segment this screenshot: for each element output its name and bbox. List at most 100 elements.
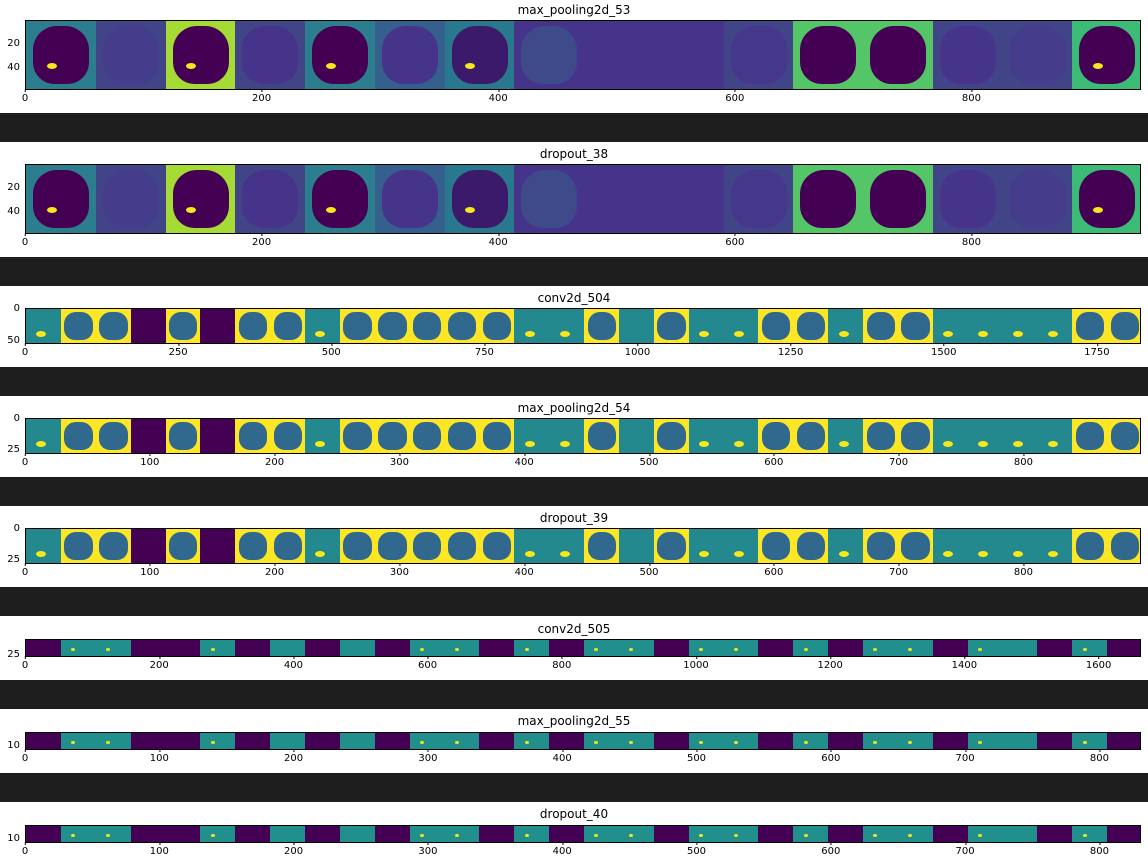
feature-map-tile [305,309,341,343]
tile-highlight-spot [1047,550,1058,557]
tile-blob [273,421,302,451]
feature-map-image [25,528,1141,564]
tile-blob [761,421,791,451]
tile-blob [1009,170,1066,228]
feature-map-tile [305,165,376,233]
tile-blob [172,170,229,228]
tile-highlight-spot [325,207,336,213]
tile-highlight-spot [71,648,76,652]
feature-map-tile [1037,419,1073,453]
feature-map-tile [374,733,411,749]
feature-map-tile [584,21,655,89]
feature-map-tile [897,529,934,563]
tile-highlight-spot [1047,440,1058,447]
feature-map-tile [1072,733,1108,749]
feature-map-tile [653,419,690,453]
plot-title: dropout_39 [539,511,609,525]
feature-map-tile [374,826,411,842]
feature-map-tile [270,419,306,453]
tile-highlight-spot [420,648,425,652]
x-tick-label: 750 [474,343,494,358]
tile-blob [591,26,648,84]
tile-blob [870,26,927,84]
feature-map-tile [967,419,1003,453]
tile-highlight-spot [559,550,570,557]
y-tick-label: 40 [7,206,20,217]
tile-blob [413,531,442,561]
feature-map-tile [479,309,515,343]
feature-map-tile [95,640,132,656]
feature-map-tile [514,640,550,656]
tile-highlight-spot [699,550,710,557]
tile-highlight-spot [699,648,704,652]
feature-map-tile [584,419,620,453]
feature-map-tile [793,733,829,749]
feature-map-image [25,732,1141,750]
tile-highlight-spot [524,741,529,745]
feature-map-tile [95,419,132,453]
feature-map-image [25,639,1141,657]
tile-highlight-spot [71,834,76,838]
tile-highlight-spot [594,834,599,838]
tile-blob [939,170,996,228]
feature-map-tile [1107,733,1140,749]
tile-blob [901,311,930,341]
x-tick-label: 0 [21,233,29,248]
feature-map-tile [723,165,794,233]
feature-map-tile [200,826,236,842]
tile-blob [587,421,616,451]
tile-highlight-spot [454,648,459,652]
feature-map-tile [130,826,166,842]
feature-map-tile [932,165,1003,233]
feature-map-tile [444,21,515,89]
feature-map-tile [130,733,166,749]
tile-blob [1075,421,1105,451]
y-tick-label: 0 [13,303,20,314]
tile-blob [796,421,826,451]
x-tick-label: 600 [725,89,745,104]
tile-blob [238,421,268,451]
tile-blob [482,421,512,451]
feature-map-tile [758,419,794,453]
feature-map-tile [479,733,515,749]
x-tick-label: 700 [955,842,975,857]
tile-blob [134,421,163,451]
y-tick-label: 20 [7,182,20,193]
tile-highlight-spot [210,834,215,838]
feature-map-tile [444,733,480,749]
feature-map-tile [723,529,759,563]
feature-map-tile [967,529,1003,563]
feature-map-tile [374,419,411,453]
feature-map-tile [26,733,62,749]
feature-map-tile [863,826,899,842]
tile-blob [939,26,996,84]
x-tick-label: 800 [552,656,572,671]
feature-map-tile [409,826,445,842]
x-tick-label: 1400 [951,656,978,671]
feature-map-tile [130,529,166,563]
feature-map-tile [897,733,934,749]
x-tick-label: 0 [21,453,29,468]
tile-highlight-spot [559,330,570,337]
feature-map-tile [1107,419,1140,453]
tile-blob [273,531,302,561]
feature-map-tile [688,419,724,453]
tile-blob [343,311,372,341]
feature-map-tile [1037,826,1073,842]
feature-map-tile [932,529,969,563]
feature-map-tile [95,21,166,89]
feature-map-tile [828,529,864,563]
feature-map-tile [618,419,655,453]
tile-blob [730,26,787,84]
tile-highlight-spot [943,550,954,557]
tile-highlight-spot [838,330,849,337]
feature-map-tile [932,309,969,343]
tile-blob [64,311,93,341]
tile-blob [1075,531,1105,561]
x-tick-label: 800 [961,233,981,248]
tile-blob [238,531,268,561]
feature-map-tile [549,826,585,842]
feature-map-tile [514,21,585,89]
x-tick-label: 100 [140,453,160,468]
feature-map-tile [305,419,341,453]
